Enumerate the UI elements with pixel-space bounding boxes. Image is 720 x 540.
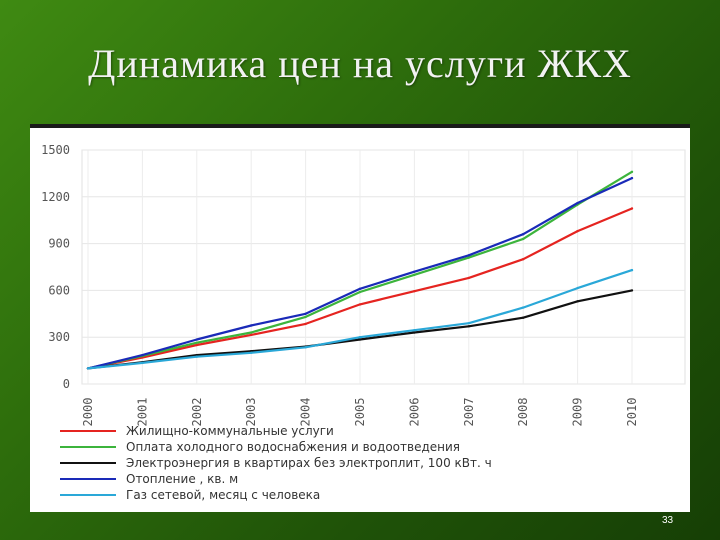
data-point <box>413 331 416 334</box>
data-point <box>304 346 307 349</box>
data-point <box>250 351 253 354</box>
data-point <box>522 258 525 261</box>
legend-label: Жилищно-коммунальные услуги <box>126 424 334 438</box>
data-point <box>413 273 416 276</box>
data-point <box>630 289 634 292</box>
data-point <box>250 324 253 327</box>
data-point <box>413 289 416 293</box>
series-lines <box>86 170 634 370</box>
data-point <box>86 367 90 370</box>
data-point <box>358 287 362 291</box>
data-point <box>467 256 470 259</box>
data-point <box>522 316 525 319</box>
legend-label: Оплата холодного водоснабжения и водоотв… <box>126 440 460 454</box>
x-tick-label: 2010 <box>625 398 639 427</box>
x-tick-label: 2002 <box>190 398 204 427</box>
data-point <box>195 338 198 341</box>
x-tick-label: 2007 <box>462 398 476 427</box>
x-tick-label: 2005 <box>353 398 367 427</box>
data-point <box>358 336 362 339</box>
data-point <box>522 306 525 309</box>
data-point <box>195 341 198 344</box>
data-point <box>576 229 579 233</box>
data-point <box>141 353 144 357</box>
x-tick-label: 2008 <box>516 398 530 427</box>
data-point <box>467 321 470 325</box>
x-tick-label: 2003 <box>244 398 258 427</box>
data-point <box>358 338 362 341</box>
y-tick-label: 600 <box>48 283 70 297</box>
y-axis-ticks: 0 300 600 900 1200 1500 <box>41 143 70 391</box>
chart-panel: 0 300 600 900 1200 1500 2000 2001 2002 2003 2004 2… <box>30 124 690 512</box>
y-tick-label: 300 <box>48 330 70 344</box>
x-tick-label: 2009 <box>571 398 585 427</box>
data-point <box>630 207 634 210</box>
y-tick-label: 0 <box>63 377 70 391</box>
page-number: 33 <box>662 515 674 526</box>
data-point <box>576 286 579 290</box>
data-point <box>413 270 416 273</box>
legend-label: Электроэнергия в квартирах без электропл… <box>126 456 492 470</box>
data-point <box>195 343 198 347</box>
y-tick-label: 900 <box>48 237 70 251</box>
x-tick-label: 2004 <box>299 398 313 427</box>
x-tick-label: 2001 <box>135 398 149 427</box>
y-tick-label: 1200 <box>41 190 70 204</box>
x-axis-ticks: 2000 2001 2002 2003 2004 2005 2006 2007 2008 2009… <box>81 398 639 427</box>
slide-title: Динамика цен на услуги ЖКХ <box>88 41 632 86</box>
data-point <box>467 276 470 280</box>
data-point <box>250 331 253 334</box>
legend-label: Газ сетевой, месяц с человека <box>126 488 320 502</box>
plot-area <box>81 149 686 385</box>
data-point <box>195 355 198 358</box>
grid <box>81 149 686 385</box>
data-point <box>358 290 362 294</box>
x-tick-label: 2000 <box>81 398 95 427</box>
data-point <box>304 315 307 319</box>
data-point <box>630 170 634 174</box>
data-point <box>250 333 253 337</box>
data-point <box>358 303 362 306</box>
x-tick-label: 2006 <box>407 398 421 427</box>
data-point <box>630 268 634 272</box>
data-point <box>141 361 144 365</box>
data-point <box>304 322 307 326</box>
data-point <box>467 254 470 257</box>
data-point <box>304 312 307 315</box>
legend: Жилищно-коммунальные услуги Оплата холодн… <box>60 424 492 502</box>
data-point <box>522 237 525 241</box>
y-tick-label: 1500 <box>41 143 70 157</box>
data-point <box>413 328 416 332</box>
data-point <box>576 300 579 303</box>
data-point <box>467 325 470 328</box>
data-point <box>630 176 634 180</box>
data-point <box>576 201 579 205</box>
data-point <box>522 233 525 236</box>
legend-label: Отопление , кв. м <box>126 472 238 486</box>
